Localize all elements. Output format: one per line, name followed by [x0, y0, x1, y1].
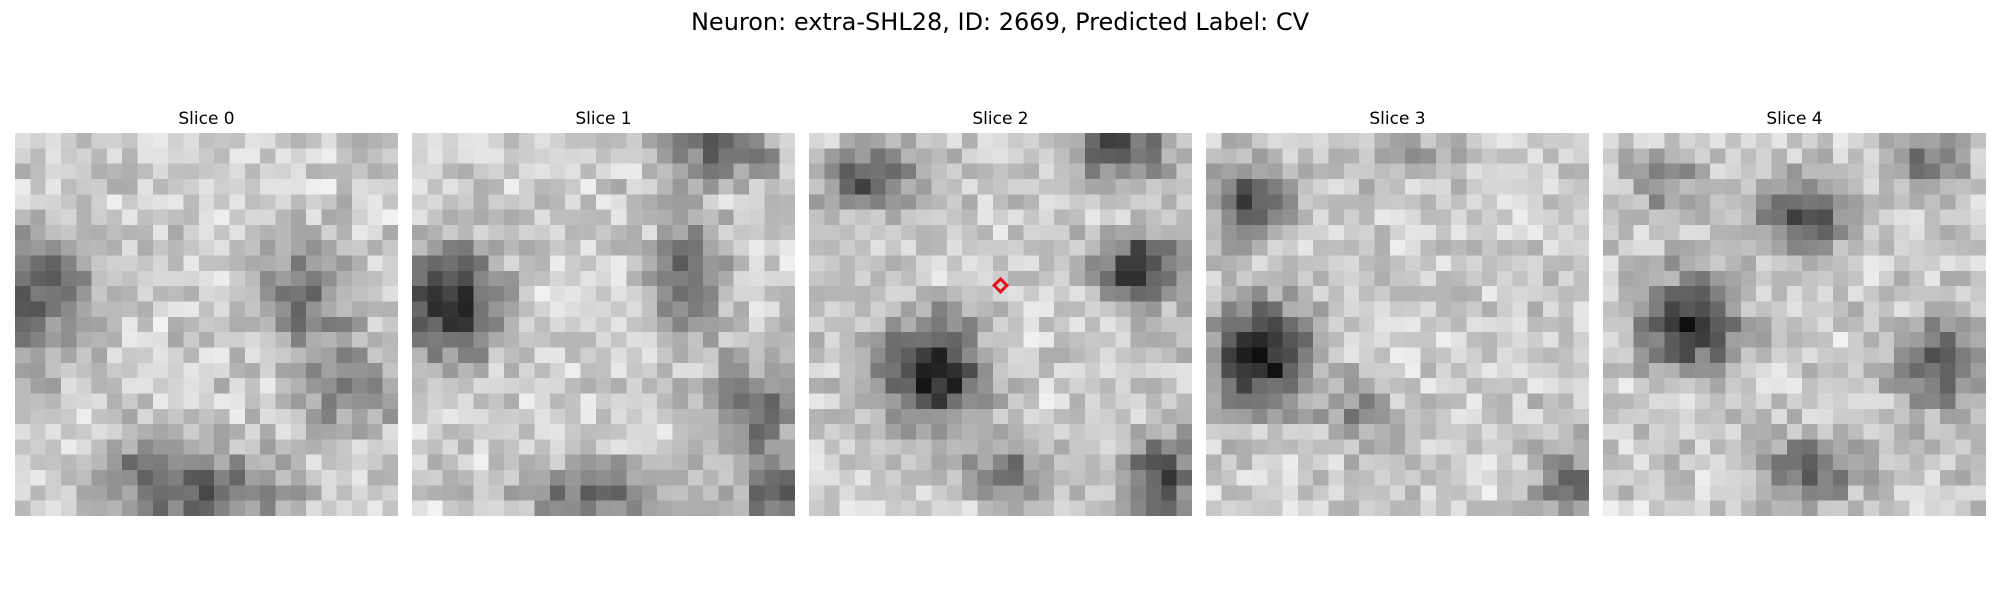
- slice-title-4: Slice 4: [1766, 109, 1823, 129]
- slice-image-4: [1603, 133, 1986, 516]
- slice-panel-2: Slice 2: [809, 108, 1192, 516]
- slice-0-micrograph: [15, 133, 398, 516]
- slice-image-3: [1206, 133, 1589, 516]
- figure-title: Neuron: extra-SHL28, ID: 2669, Predicted…: [690, 8, 1310, 36]
- slice-image-2: [809, 133, 1192, 516]
- slice-title-2: Slice 2: [972, 109, 1029, 129]
- slice-2-micrograph: [809, 133, 1192, 516]
- slice-title-0: Slice 0: [178, 109, 235, 129]
- slice-1-micrograph: [412, 133, 795, 516]
- slice-image-1: [412, 133, 795, 516]
- slice-title-3: Slice 3: [1369, 109, 1426, 129]
- slice-3-micrograph: [1206, 133, 1589, 516]
- slice-4-micrograph: [1603, 133, 1986, 516]
- slice-image-0: [15, 133, 398, 516]
- slice-panel-1: Slice 1: [412, 108, 795, 516]
- slice-title-1: Slice 1: [575, 109, 632, 129]
- slice-panel-0: Slice 0: [15, 108, 398, 516]
- slice-panel-4: Slice 4: [1603, 108, 1986, 516]
- slice-panel-3: Slice 3: [1206, 108, 1589, 516]
- marker-diamond: [991, 276, 1010, 295]
